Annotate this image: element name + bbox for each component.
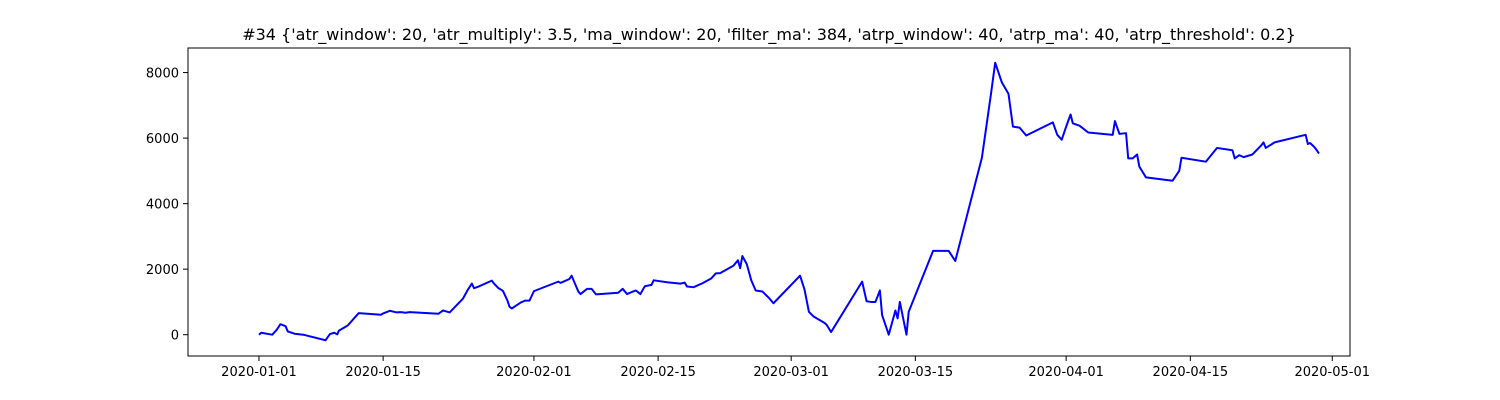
chart-title: #34 {'atr_window': 20, 'atr_multiply': 3… [242, 25, 1296, 45]
y-tick-label: 6000 [146, 132, 179, 147]
x-tick-label: 2020-03-15 [878, 365, 954, 380]
plot-area [258, 61, 1320, 342]
y-tick-label: 2000 [146, 263, 179, 278]
x-tick-label: 2020-04-01 [1028, 365, 1104, 380]
series-line-1 [258, 61, 1320, 342]
x-tick-label: 2020-04-15 [1153, 365, 1229, 380]
x-tick-label: 2020-05-01 [1294, 365, 1370, 380]
y-tick-label: 0 [171, 329, 179, 344]
x-tick-label: 2020-01-15 [345, 365, 421, 380]
y-tick-label: 4000 [146, 198, 179, 213]
x-tick-label: 2020-02-15 [620, 365, 696, 380]
x-tick-label: 2020-02-01 [496, 365, 572, 380]
y-axis: 0 2000 4000 6000 8000 [146, 67, 188, 344]
plot-frame [187, 47, 1351, 357]
x-tick-label: 2020-03-01 [753, 365, 829, 380]
x-axis: 2020-01-01 2020-01-15 2020-02-01 2020-02-15… [221, 356, 1370, 380]
x-tick-label: 2020-01-01 [221, 365, 297, 380]
y-tick-label: 8000 [146, 67, 179, 82]
